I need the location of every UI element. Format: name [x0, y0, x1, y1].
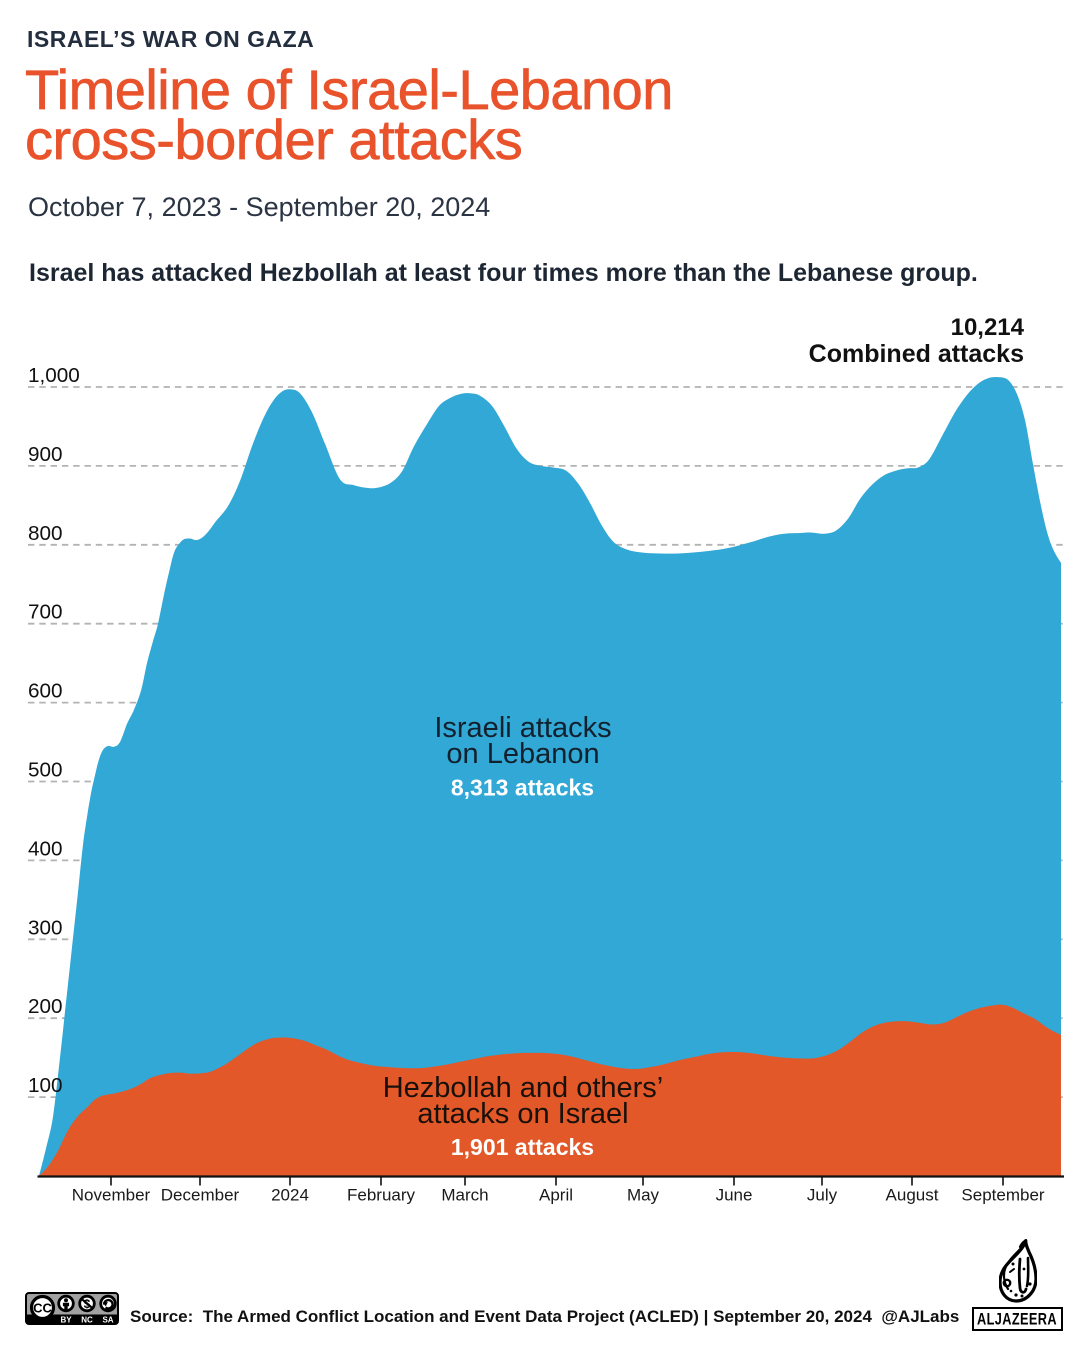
svg-text:November: November: [72, 1186, 151, 1205]
svg-text:2024: 2024: [271, 1186, 309, 1205]
svg-text:500: 500: [28, 759, 63, 782]
svg-text:800: 800: [28, 522, 63, 545]
svg-text:200: 200: [28, 995, 63, 1018]
svg-text:400: 400: [28, 837, 63, 860]
svg-text:September: September: [961, 1186, 1044, 1205]
svg-text:300: 300: [28, 916, 63, 939]
svg-text:8,313 attacks: 8,313 attacks: [451, 775, 594, 801]
svg-text:1,901 attacks: 1,901 attacks: [451, 1134, 594, 1160]
svg-text:February: February: [347, 1186, 416, 1205]
svg-text:Israeli attacks: Israeli attacks: [434, 712, 611, 744]
svg-text:600: 600: [28, 680, 63, 703]
svg-text:1,000: 1,000: [28, 364, 80, 387]
svg-text:900: 900: [28, 443, 63, 466]
svg-text:on Lebanon: on Lebanon: [446, 738, 599, 770]
svg-text:December: December: [161, 1186, 240, 1205]
svg-text:CC: CC: [33, 1301, 52, 1316]
svg-text:100: 100: [28, 1074, 63, 1097]
svg-text:700: 700: [28, 601, 63, 624]
svg-text:10,214: 10,214: [951, 314, 1025, 341]
svg-text:BY: BY: [60, 1316, 72, 1325]
svg-text:July: July: [807, 1186, 838, 1205]
svg-text:Combined attacks: Combined attacks: [809, 340, 1024, 368]
svg-text:April: April: [539, 1186, 573, 1205]
svg-text:August: August: [886, 1186, 939, 1205]
svg-text:May: May: [627, 1186, 660, 1205]
svg-text:SA: SA: [102, 1316, 113, 1325]
svg-text:NC: NC: [81, 1316, 93, 1325]
svg-text:June: June: [716, 1186, 753, 1205]
svg-text:attacks on Israel: attacks on Israel: [417, 1098, 628, 1130]
svg-text:Hezbollah and others’: Hezbollah and others’: [383, 1072, 664, 1104]
svg-text:March: March: [441, 1186, 488, 1205]
